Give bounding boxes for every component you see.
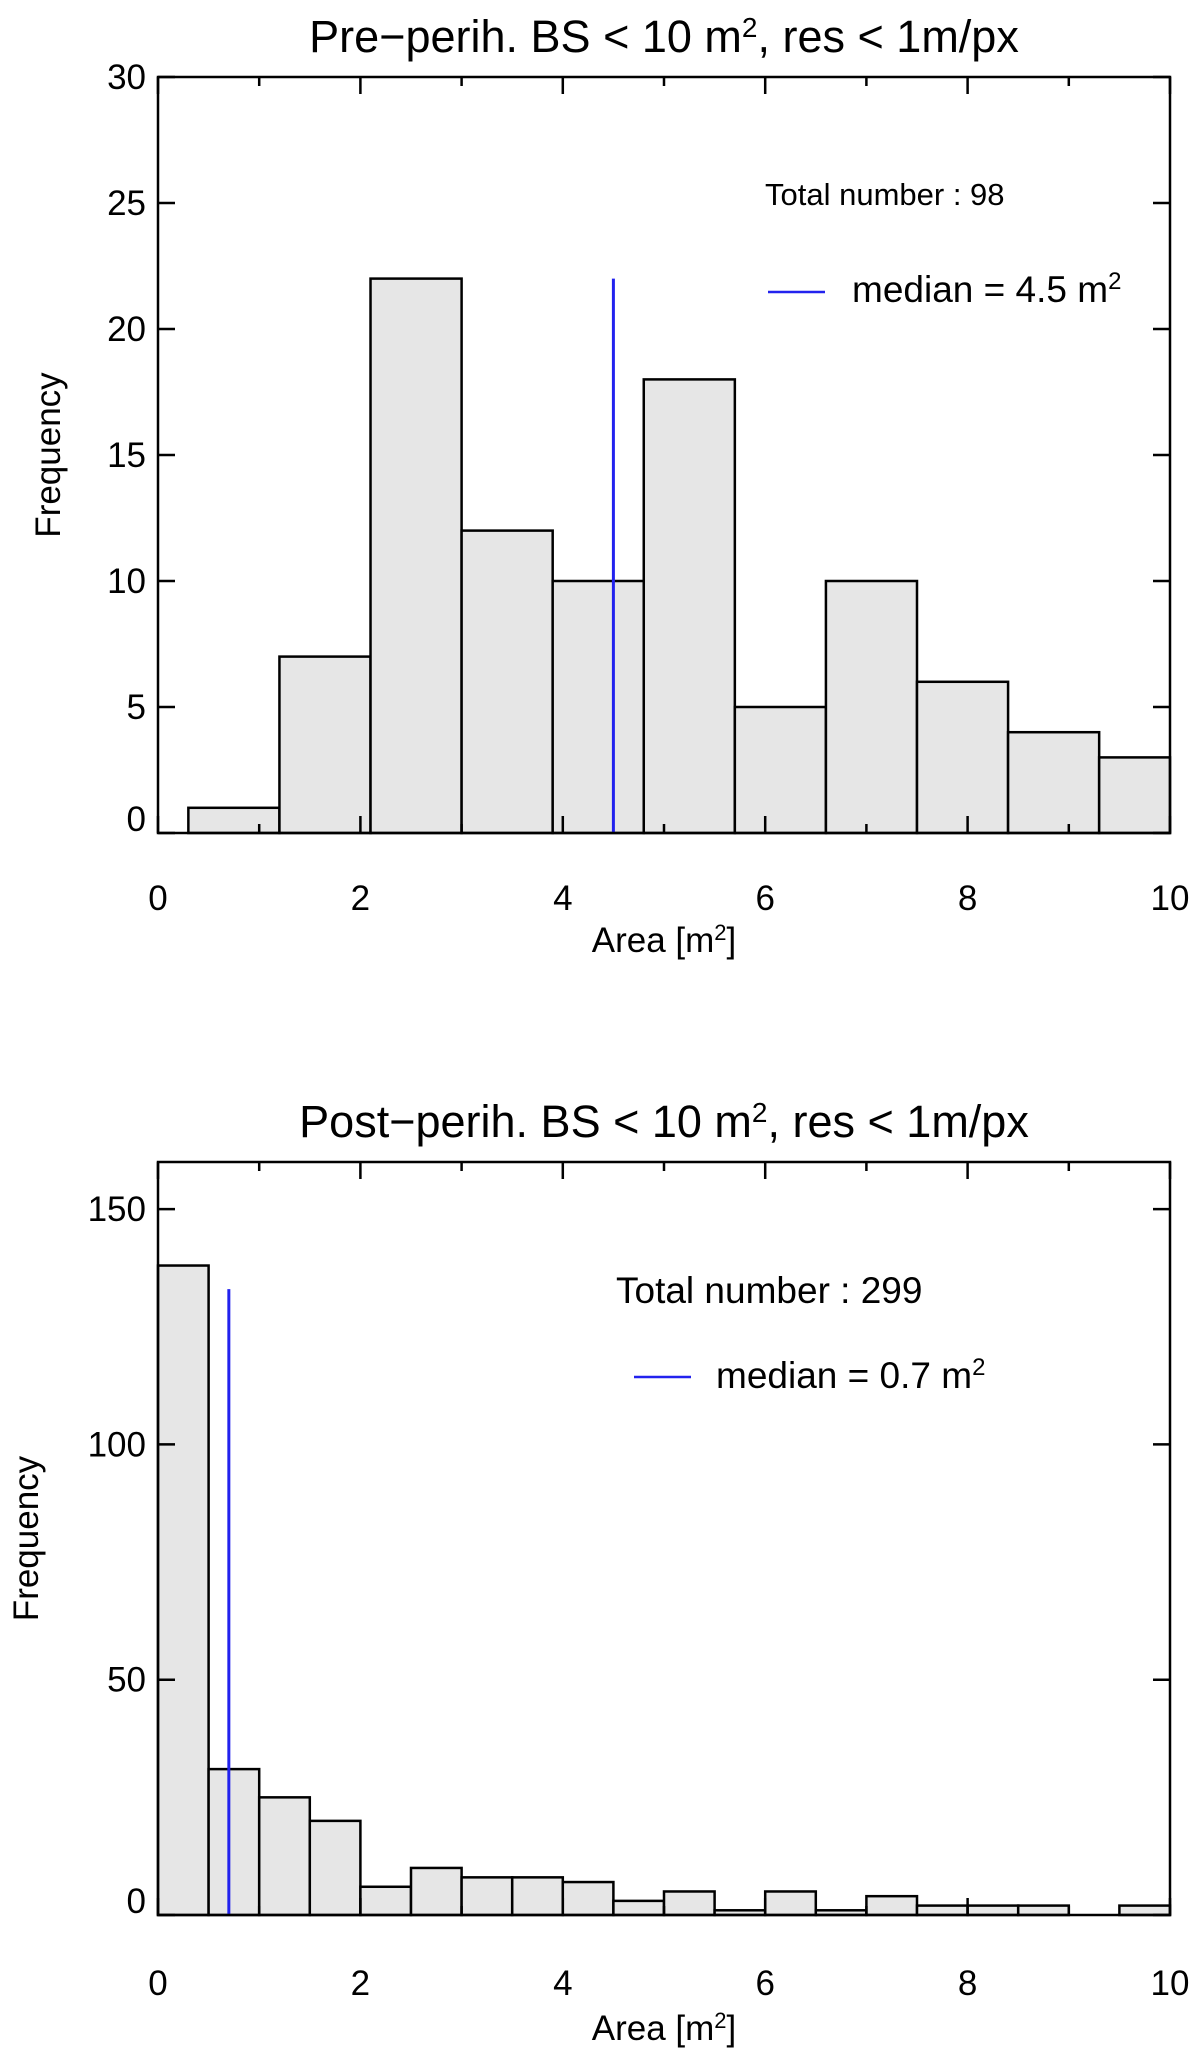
histogram-bar — [612, 1899, 666, 1917]
histogram-bar — [915, 680, 1010, 835]
histogram-bar — [733, 705, 828, 835]
x-tick-label: 4 — [553, 1964, 572, 2003]
histogram-bar — [460, 1876, 514, 1917]
x-tick-label: 2 — [351, 879, 370, 918]
histogram-bar — [460, 529, 554, 835]
median-annotation: median = 0.7 m2 — [716, 1354, 985, 1397]
median-annotation: median = 4.5 m2 — [852, 268, 1121, 311]
histogram-bar — [156, 1264, 210, 1917]
x-tick-label: 6 — [755, 1964, 774, 2003]
total-number-annotation: Total number : 299 — [616, 1270, 922, 1311]
x-tick-label: 8 — [958, 879, 977, 918]
histogram-bar — [966, 1904, 1020, 1917]
histogram-bar — [308, 1819, 362, 1917]
histogram-bar — [1097, 756, 1172, 835]
y-tick-label: 20 — [107, 310, 146, 349]
histogram-bar — [510, 1876, 565, 1917]
histogram-bar — [561, 1880, 615, 1917]
histogram-bar — [1006, 730, 1101, 835]
histogram-bar — [369, 277, 463, 835]
histogram-bar — [409, 1866, 463, 1917]
histogram-bar — [915, 1904, 969, 1917]
histogram-panel-1: 0 2 4 6 8 10 0 5 10 15 20 25 30 Pre−perih. BS < 10 m2… — [29, 11, 1189, 960]
histogram-bar — [187, 806, 281, 835]
x-axis-label: Area [m2] — [592, 920, 737, 961]
total-number-annotation: Total number : 98 — [765, 177, 1005, 212]
x-axis-label: Area [m2] — [592, 2008, 737, 2049]
histogram-bar — [359, 1885, 413, 1917]
y-tick-label: 25 — [107, 184, 146, 223]
histogram-bar — [763, 1890, 818, 1917]
histogram-bar — [662, 1890, 716, 1917]
x-tick-label: 10 — [1151, 1964, 1190, 2003]
histogram-bar — [1118, 1904, 1172, 1917]
y-axis-label: Frequency — [29, 372, 68, 538]
histogram-bar — [1016, 1904, 1071, 1917]
x-tick-label: 2 — [351, 1964, 370, 2003]
chart-title: Pre−perih. BS < 10 m2, res < 1m/px — [309, 11, 1019, 62]
histogram-bar — [824, 579, 919, 835]
y-tick-label: 0 — [127, 1882, 146, 1921]
x-tick-label: 8 — [958, 1964, 977, 2003]
x-tick-label: 0 — [148, 1964, 167, 2003]
x-tick-label: 10 — [1151, 879, 1190, 918]
y-tick-label: 10 — [107, 562, 146, 601]
y-tick-label: 15 — [107, 436, 146, 475]
histogram-bar — [642, 378, 737, 835]
histogram-bar — [257, 1796, 312, 1917]
histogram-bar — [207, 1767, 261, 1917]
histogram-bar — [278, 655, 372, 835]
y-tick-label: 100 — [88, 1425, 146, 1464]
y-tick-label: 150 — [88, 1190, 146, 1229]
y-tick-label: 5 — [127, 688, 146, 727]
histogram-bar — [865, 1894, 919, 1917]
y-tick-label: 30 — [107, 58, 146, 97]
histogram-bar — [551, 579, 646, 835]
y-tick-label: 0 — [127, 800, 146, 839]
x-tick-label: 0 — [148, 879, 167, 918]
y-tick-label: 50 — [107, 1661, 146, 1700]
chart-title: Post−perih. BS < 10 m2, res < 1m/px — [299, 1096, 1029, 1147]
x-tick-label: 4 — [553, 879, 572, 918]
x-tick-label: 6 — [755, 879, 774, 918]
y-axis-label: Frequency — [7, 1455, 46, 1621]
